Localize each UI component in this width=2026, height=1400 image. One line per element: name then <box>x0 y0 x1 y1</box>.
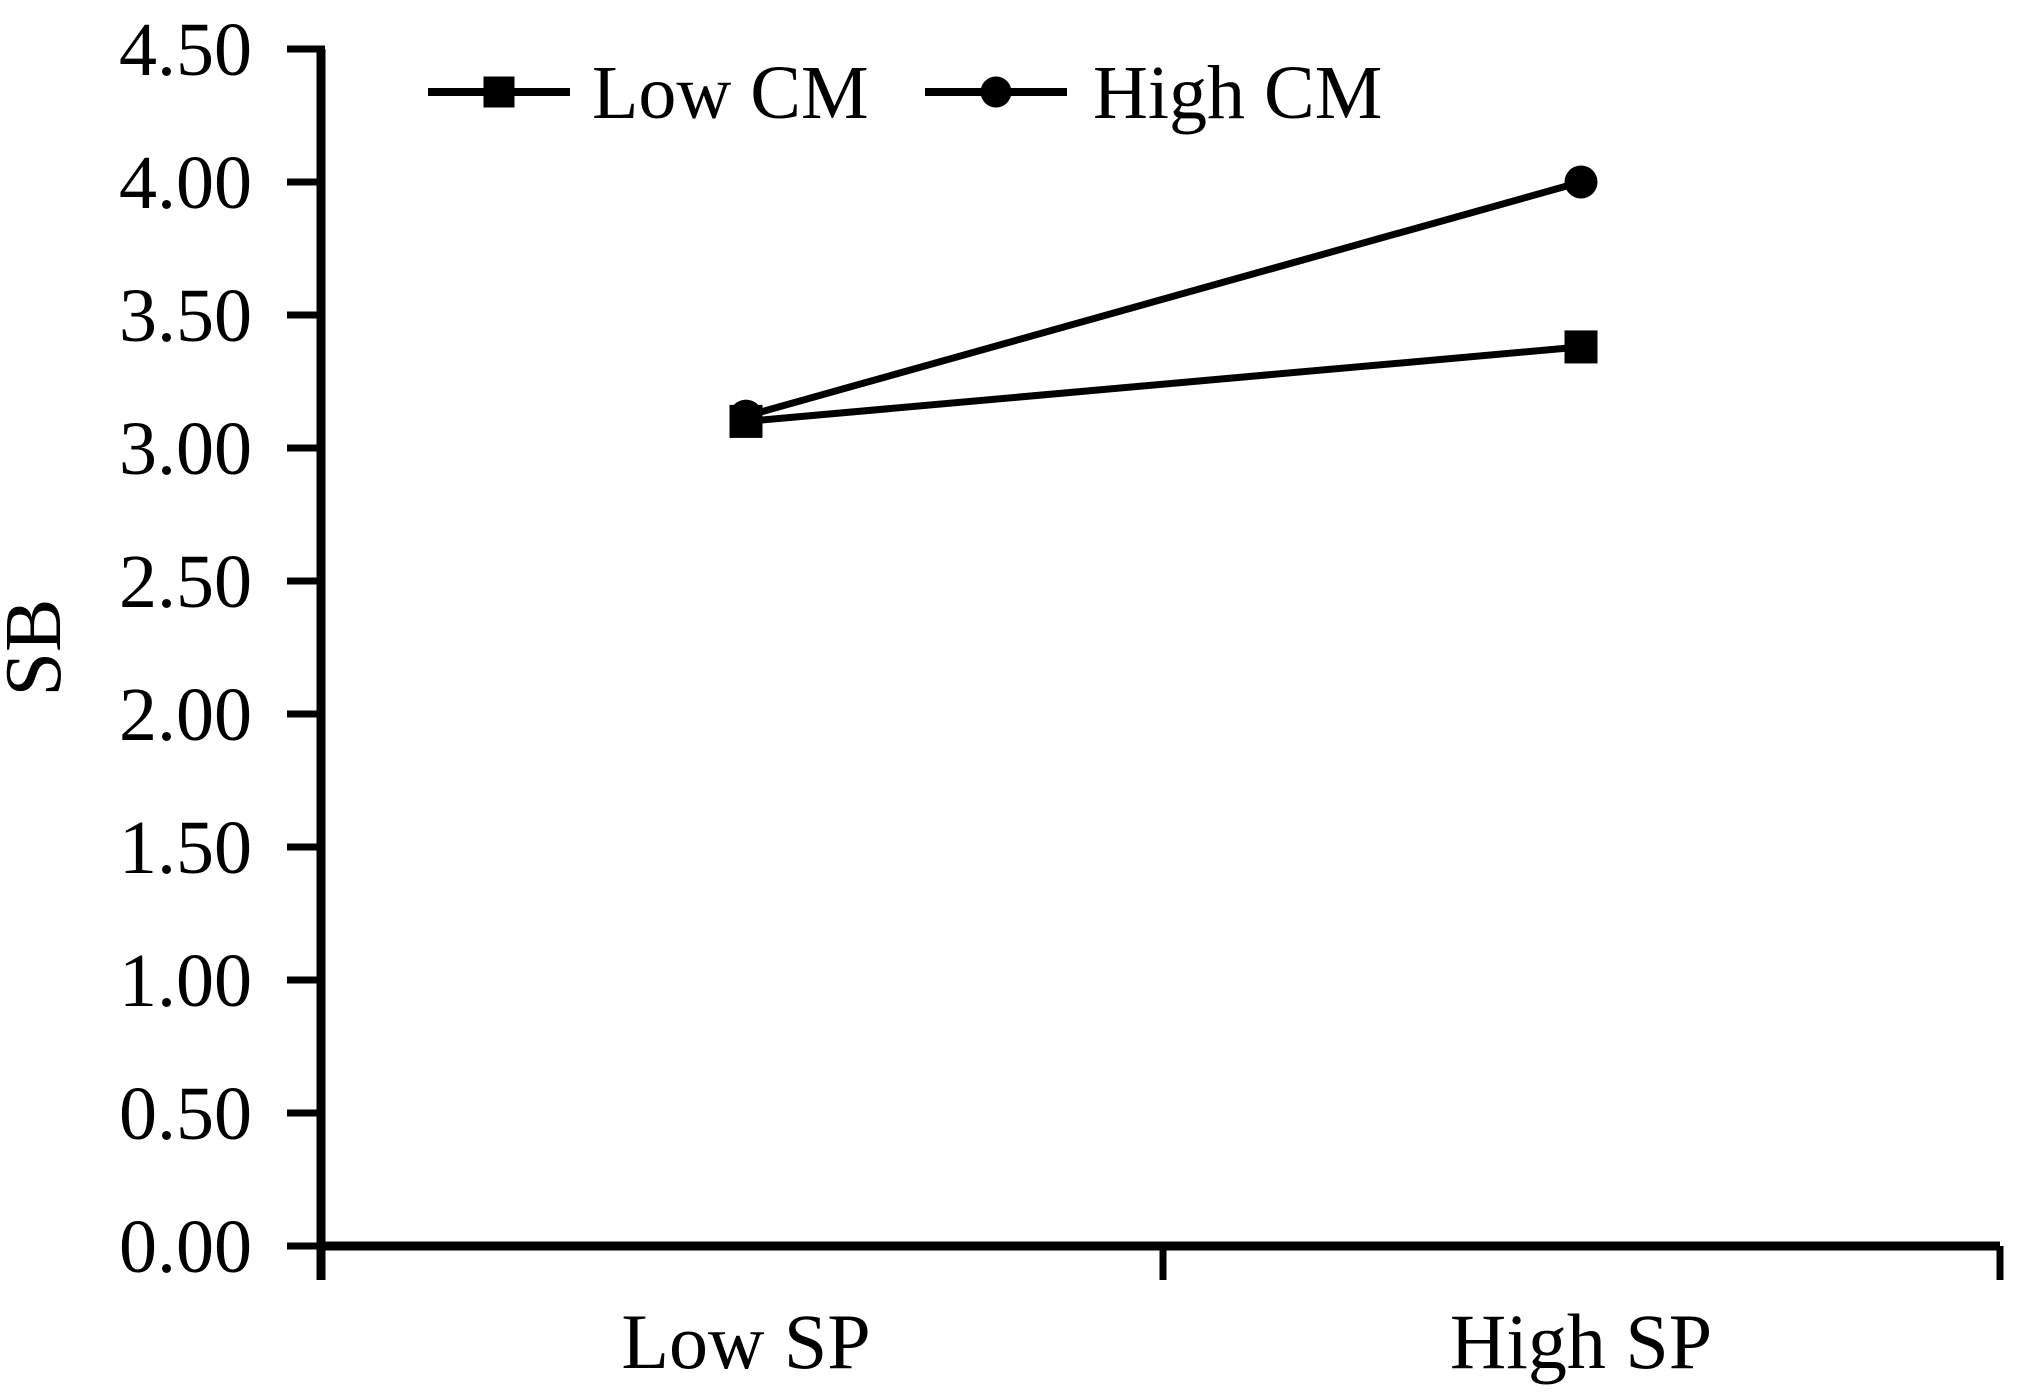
legend-circle-marker <box>980 76 1012 108</box>
y-tick-label: 4.00 <box>119 141 252 225</box>
x-category-label: High SP <box>1450 1298 1712 1385</box>
y-tick-label: 2.50 <box>119 540 252 624</box>
series-line-high-cm <box>745 178 1582 420</box>
y-tick-label: 3.00 <box>119 407 252 491</box>
legend-label: High CM <box>1093 51 1382 135</box>
y-tick-label: 1.50 <box>119 806 252 890</box>
data-point-square-marker <box>729 404 763 438</box>
data-point-circle-marker <box>1564 165 1598 199</box>
legend-square-marker <box>483 76 515 108</box>
x-category-label: Low SP <box>621 1298 870 1385</box>
legend-label: Low CM <box>592 51 869 135</box>
y-tick-label: 0.00 <box>119 1205 252 1289</box>
data-point-square-marker <box>1564 330 1598 364</box>
series-line-low-cm <box>745 343 1582 425</box>
y-tick-label: 4.50 <box>119 8 252 92</box>
y-tick-label: 3.50 <box>119 274 252 358</box>
y-tick-label: 1.00 <box>119 939 252 1023</box>
y-tick-label: 2.00 <box>119 673 252 757</box>
y-tick-label: 0.50 <box>119 1072 252 1156</box>
y-axis-title: SB <box>0 599 78 697</box>
